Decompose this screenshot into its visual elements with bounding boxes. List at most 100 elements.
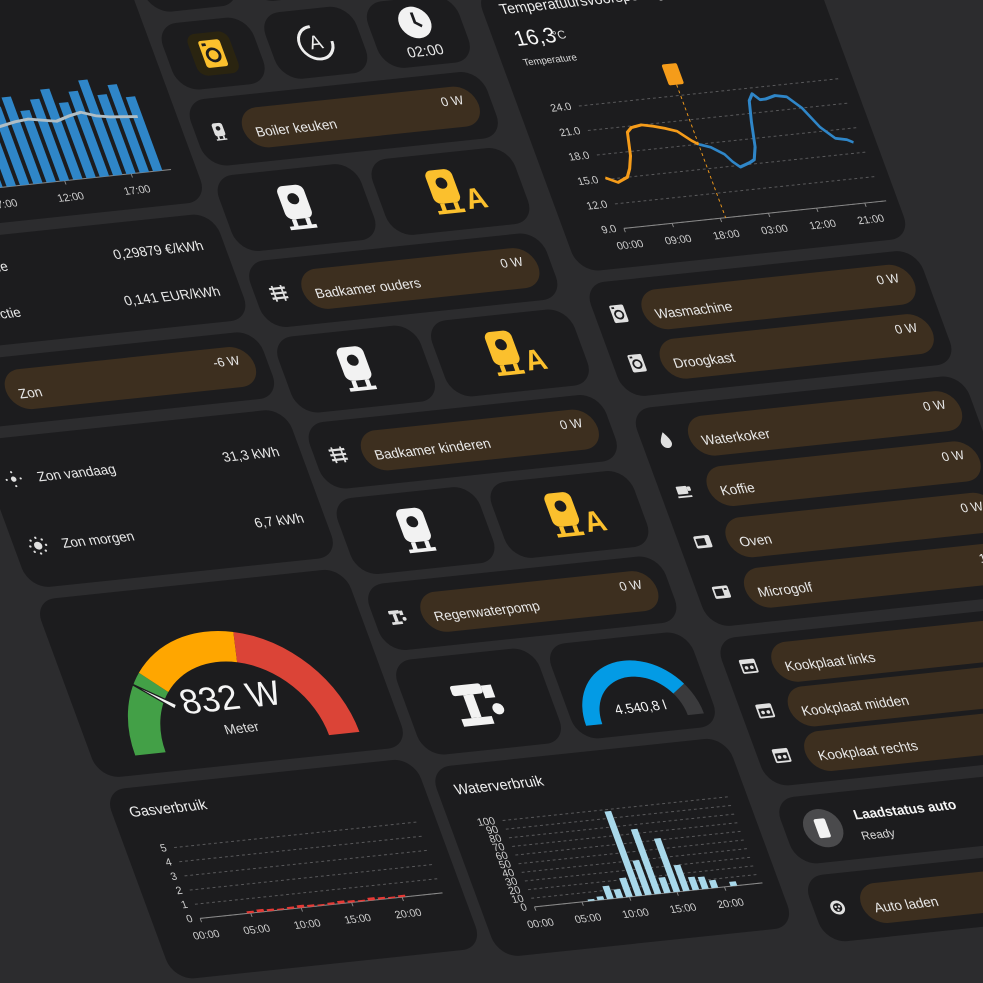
- icon-tile: 02:00: [360, 0, 477, 70]
- bar: [397, 894, 406, 898]
- x-tick: [300, 907, 304, 912]
- x-tick-label: 15:00: [343, 912, 373, 926]
- icon-shape: [349, 385, 378, 392]
- line-series: [605, 123, 700, 184]
- grid-line: [189, 864, 433, 891]
- icon-shape: [438, 208, 467, 215]
- entity-body: Injectie 0,141 EUR/kWh: [0, 282, 230, 324]
- icon-shape: [5, 478, 8, 481]
- card-graphic: Laadstatus auto Ready: [802, 797, 959, 848]
- icon-shape: [634, 361, 641, 368]
- icon-shape: [279, 284, 287, 301]
- icon-shape: [44, 543, 48, 546]
- icon-shape: [629, 356, 633, 359]
- icon-shape: [461, 716, 495, 727]
- icon-shape: [435, 177, 448, 189]
- tile-card: [126, 0, 243, 14]
- icon-shape: [777, 755, 782, 759]
- x-tick-label: 21:00: [856, 213, 886, 227]
- icon-shape: [723, 588, 727, 591]
- entity-name: Waterkoker: [699, 425, 773, 448]
- x-tick-label: 18:00: [711, 228, 741, 242]
- entity-row: Waterkoker 0 W: [646, 383, 971, 466]
- grid-line: [515, 830, 744, 856]
- entity-name: Kookplaat midden: [798, 692, 912, 719]
- y-tick-label: 18.0: [567, 150, 592, 164]
- entity-row: Badkamer ouders 0 W: [259, 240, 548, 320]
- icon-tile: [330, 485, 501, 577]
- icon-shape: [392, 613, 399, 623]
- icon-shape: [660, 432, 672, 448]
- entity-name: Zon morgen: [59, 528, 137, 551]
- y-tick-label: 12.0: [585, 199, 610, 213]
- entity-row: Microgolf 1 W: [702, 536, 983, 619]
- icon: [277, 184, 318, 231]
- x-tick: [676, 891, 679, 896]
- entity-name: Kookplaat rechts: [815, 737, 920, 763]
- icon-shape: [611, 307, 615, 310]
- y-tick-label: 9.0: [600, 223, 619, 236]
- entity-name: Kookplaat links: [782, 649, 878, 675]
- entity-row: Auto laden: [818, 851, 983, 935]
- gauge-value: [582, 660, 685, 726]
- icon: [484, 330, 526, 377]
- icon-shape: [744, 666, 749, 670]
- card-graphic: Gasverbruik 0 1 2 3 4 5 00:00 05:00 10:00 15:00 20:…: [127, 797, 443, 943]
- entity-row: Zon morgen 6,7 kWh: [16, 484, 324, 580]
- grid-line: [596, 126, 860, 156]
- bar: [587, 898, 595, 902]
- line-series: [698, 92, 854, 169]
- entity-state: 0 W: [874, 270, 902, 288]
- icon-shape: [10, 476, 17, 482]
- x-tick-label: 10:00: [292, 918, 322, 932]
- entity-name: Oven: [736, 530, 774, 550]
- icon-shape: [391, 621, 404, 626]
- entities-card: Zon vandaag 31,3 kWh Zon morgen 6,7 kWh: [0, 408, 340, 589]
- gauge-value-label: 4.540,8 l: [612, 697, 668, 717]
- icon-shape: [480, 684, 496, 699]
- auto-ring: [297, 25, 335, 61]
- icon: [755, 703, 776, 719]
- icon-shape: [398, 610, 404, 616]
- bar: [78, 79, 123, 176]
- x-tick-label: 17:00: [122, 183, 152, 197]
- bar: [125, 96, 163, 172]
- entity-row: Regenwaterpomp 0 W: [378, 563, 667, 643]
- icon-shape: [554, 500, 567, 512]
- entity-row: Koffie 0 W: [664, 434, 983, 517]
- bar: [604, 810, 643, 897]
- entity-name: Afname: [0, 258, 11, 279]
- bar: [613, 888, 624, 899]
- bar: [317, 903, 325, 907]
- icon-shape: [33, 550, 36, 553]
- bar: [697, 876, 709, 890]
- entity-row: Kookplaat links: [730, 606, 983, 690]
- icon-shape: [387, 610, 400, 615]
- icon-shape: [402, 616, 407, 621]
- y-tick-label: 70: [491, 841, 507, 854]
- bar: [327, 902, 335, 905]
- icon-shape: [19, 477, 22, 480]
- icon-shape: [695, 537, 707, 546]
- entity-state: 6,7 kWh: [251, 510, 307, 531]
- icon-shape: [741, 663, 757, 673]
- icon: [544, 492, 586, 538]
- icon: [711, 585, 732, 600]
- icon-shape: [758, 707, 774, 717]
- icon-shape: [766, 710, 771, 714]
- x-tick-label: 00:00: [615, 238, 645, 252]
- auto-icon: A: [297, 25, 335, 61]
- x-tick: [628, 896, 632, 901]
- grid-line: [505, 804, 734, 830]
- x-tick-label: 09:00: [663, 233, 693, 247]
- y-tick-label: 0: [519, 902, 529, 914]
- y-tick-label: 60: [494, 850, 510, 863]
- icon-tile: [270, 323, 442, 415]
- entity-row: Droogkast 0 W: [618, 307, 942, 389]
- gauge-segment: [138, 630, 238, 693]
- bar: [367, 897, 376, 901]
- icon-tile: [211, 162, 382, 254]
- icon-shape: [216, 138, 228, 141]
- entity-body: Zon vandaag 31,3 kWh: [35, 443, 290, 485]
